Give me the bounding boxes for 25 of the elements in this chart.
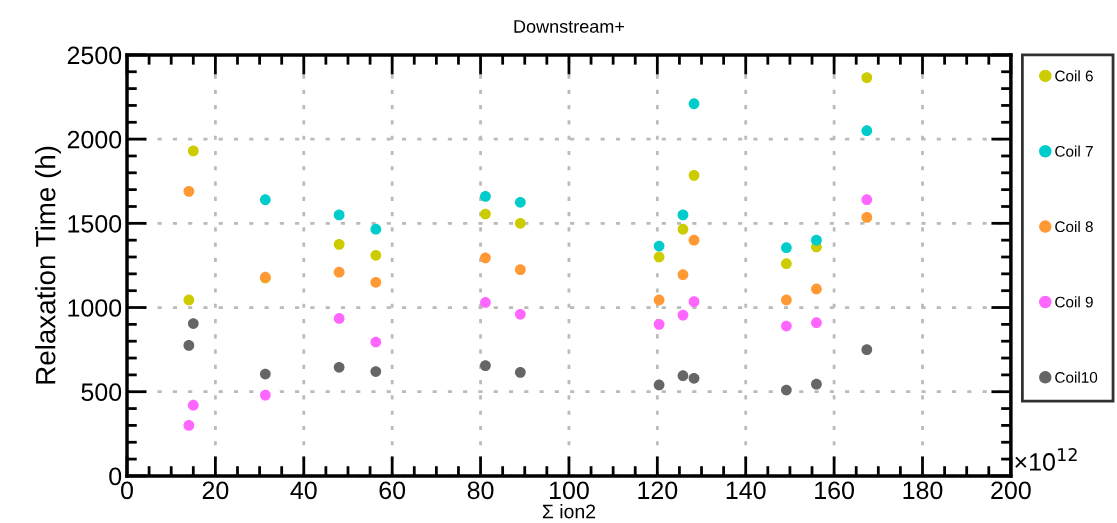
y-tick-label: 1500: [68, 214, 122, 233]
x-tick-label: 160: [815, 481, 854, 500]
legend-label: Coil 7: [1055, 145, 1093, 157]
text: ×10$^{12}$: [1015, 447, 1077, 471]
x-tick-label: 180: [903, 481, 943, 500]
y-tick-label: 2000: [67, 130, 122, 149]
y-tick-label: 1000: [68, 299, 122, 317]
legend-label: Coil 8: [1055, 220, 1093, 233]
y-axis-title: Relaxation Time (h): [35, 146, 61, 384]
y-tick-label: 0: [109, 467, 122, 486]
x-tick-label: 80: [467, 481, 494, 500]
y-tick-label: 500: [81, 383, 122, 402]
x-tick-label: 200: [991, 481, 1031, 500]
x-axis-title: Σ ion2: [542, 504, 596, 519]
x-tick-label: 140: [726, 481, 766, 500]
x-tick-label: 60: [379, 481, 406, 500]
legend-label: Coil 6: [1055, 70, 1093, 82]
x-tick-label: 100: [550, 481, 589, 500]
legend-label: Coil10: [1055, 371, 1098, 383]
x-tick-label: 20: [202, 481, 229, 500]
x-tick-label: 40: [290, 481, 317, 500]
x-tick-label: 120: [638, 481, 678, 500]
y-tick-label: 2500: [67, 46, 122, 65]
legend-label: Coil 9: [1055, 296, 1093, 308]
chart-title: Downstream+: [514, 20, 624, 33]
